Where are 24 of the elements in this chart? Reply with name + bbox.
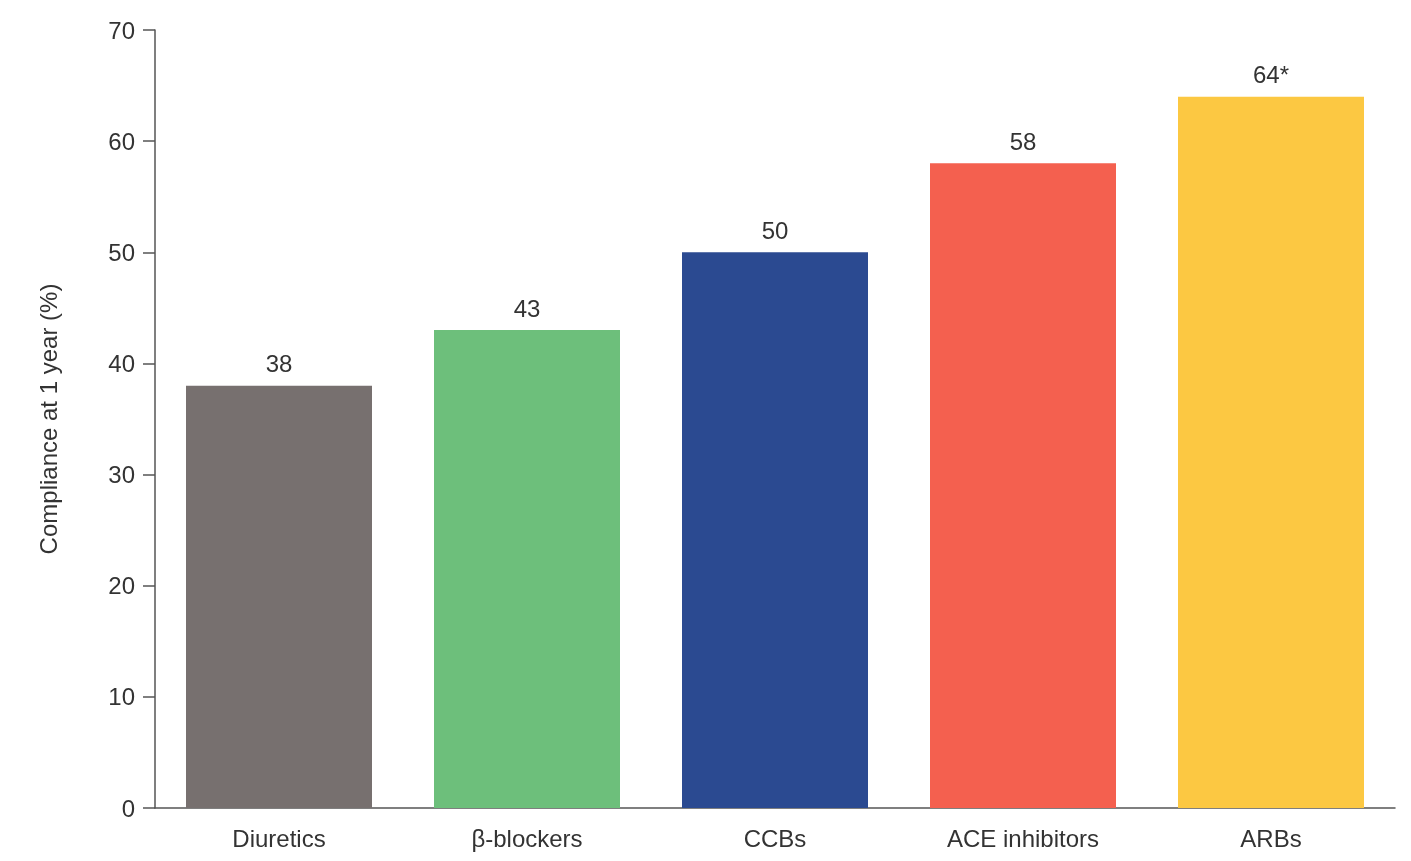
y-tick-label: 0 <box>121 794 135 822</box>
x-tick-label: β-blockers <box>471 824 583 852</box>
bar <box>1178 96 1364 808</box>
data-label: 64* <box>1252 61 1290 89</box>
y-tick-label: 50 <box>108 238 135 266</box>
x-tick-label: CCBs <box>743 824 807 852</box>
y-tick-label: 40 <box>108 349 135 377</box>
bar <box>186 385 372 808</box>
bar <box>682 252 868 808</box>
x-tick-label: ACE inhibitors <box>946 824 1100 852</box>
data-label: 50 <box>761 216 789 244</box>
y-tick-label: 60 <box>108 127 135 155</box>
bar <box>930 163 1116 808</box>
data-label: 43 <box>513 294 541 322</box>
y-tick-label: 20 <box>108 572 135 600</box>
bar <box>434 330 620 808</box>
x-tick-label: Diuretics <box>232 824 326 852</box>
y-tick-label: 10 <box>108 683 135 711</box>
y-tick-label: 30 <box>108 461 135 489</box>
x-tick-label: ARBs <box>1240 824 1302 852</box>
y-tick-label: 70 <box>108 16 135 44</box>
y-axis-title: Compliance at 1 year (%) <box>34 283 62 555</box>
data-label: 58 <box>1009 127 1037 155</box>
data-label: 38 <box>265 350 293 378</box>
